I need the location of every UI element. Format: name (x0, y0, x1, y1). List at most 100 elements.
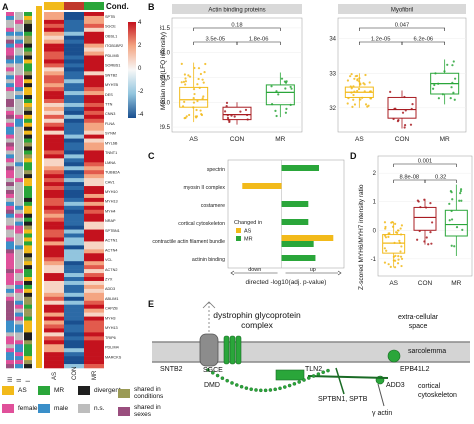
y-tick: 1 (373, 200, 377, 206)
heatmap-cell (44, 340, 64, 345)
side-strip-cell (6, 79, 14, 84)
heatmap-cell (64, 186, 84, 191)
heatmap-cell (84, 71, 104, 76)
column-header-2 (84, 2, 104, 10)
plot-area (227, 159, 345, 269)
data-point (201, 78, 204, 81)
data-point (418, 229, 421, 233)
panel-a-legend-title: Cond. (106, 2, 129, 11)
data-point (416, 199, 419, 202)
side-strip-cell (15, 253, 23, 258)
heatmap-cell (44, 182, 64, 187)
x-tick: CON (230, 136, 245, 143)
side-strip-cell (24, 352, 32, 357)
heatmap-cell (64, 130, 84, 135)
data-point (450, 209, 453, 213)
bracket (393, 163, 457, 167)
column-label: AS (52, 372, 58, 380)
side-strip-cell (6, 241, 14, 246)
y-tick: 30.5 (160, 75, 171, 81)
heatmap-cell (84, 312, 104, 317)
side-strip-cell (15, 31, 23, 37)
heatmap-cell (44, 91, 64, 96)
side-strip-cell (24, 193, 32, 199)
heatmap-cell (44, 273, 64, 278)
data-point (226, 114, 229, 117)
legend-label: n.s. (94, 405, 105, 412)
heatmap-cell (84, 154, 104, 159)
side-strip-cell (15, 55, 23, 60)
heatmap-cell (44, 106, 64, 112)
side-strip-cell (15, 269, 23, 274)
gene-label: SPTBN1 (105, 229, 120, 233)
x-tick: CON (418, 280, 433, 287)
side-strip-cell (15, 201, 23, 207)
heatmap-cell (84, 253, 104, 258)
heatmap-cell (44, 186, 64, 191)
heatmap-cell (84, 35, 104, 40)
legend-title: Changed in (234, 220, 262, 226)
side-label: II (17, 378, 23, 382)
heatmap-cell (64, 146, 84, 151)
side-strip-cell (15, 261, 23, 266)
heatmap-cell (84, 348, 104, 353)
bar-mr (281, 219, 309, 225)
spectrin-link (335, 367, 345, 395)
data-point (198, 86, 201, 89)
side-strip-cell (6, 364, 14, 369)
data-point (461, 228, 464, 231)
data-point (364, 103, 368, 106)
side-strip-cell (15, 233, 23, 238)
data-point (230, 114, 233, 117)
heatmap-cell (64, 304, 84, 309)
x-tick: AS (355, 136, 364, 143)
heatmap-cell (84, 288, 104, 294)
side-strip-cell (24, 280, 32, 286)
data-point (346, 79, 350, 82)
data-point (368, 81, 371, 84)
dmd-bead (306, 376, 311, 380)
data-point (203, 71, 206, 74)
side-strip-cell (24, 51, 32, 56)
data-point (349, 85, 352, 88)
heatmap-cell (44, 59, 64, 64)
heatmap-cell (84, 186, 104, 191)
data-point (411, 102, 414, 106)
side-strip-cell (15, 221, 23, 226)
heatmap-cell (44, 261, 64, 266)
heatmap-cell (44, 75, 64, 80)
side-strip-cell (15, 134, 23, 139)
panel-e-diagram (152, 301, 470, 407)
heatmap-cell (64, 273, 84, 278)
side-strip-cell (15, 186, 23, 191)
heatmap-cell (64, 102, 84, 108)
side-strip-cell (15, 324, 23, 329)
side-strip-cell (6, 304, 14, 309)
heatmap-cell (64, 324, 84, 329)
side-strip-cell (15, 99, 23, 104)
side-strip-cell (15, 308, 23, 313)
heatmap-cell (44, 356, 64, 361)
data-point (363, 90, 366, 93)
side-strip-cell (6, 39, 14, 44)
heatmap-cell (64, 110, 84, 116)
side-strip-cell (15, 344, 23, 349)
dmd-bead (263, 388, 268, 393)
side-strip-cell (6, 316, 14, 321)
data-point (423, 198, 426, 201)
heatmap-cell (44, 134, 64, 139)
gene-label: SORBS1 (105, 64, 120, 68)
data-point (289, 85, 292, 89)
y-tick: 33 (329, 71, 336, 77)
heatmap-cell (44, 257, 64, 262)
heatmap-cell (84, 15, 104, 21)
side-strip-cell (24, 142, 32, 147)
heatmap-cell (84, 114, 104, 120)
x-tick: MR (275, 136, 285, 143)
heatmap-cell (64, 170, 84, 175)
cortical-label: cortical cytoskeleton (418, 383, 457, 399)
heatmap-cell (44, 364, 64, 369)
data-point (188, 75, 192, 78)
heatmap-cell (44, 154, 64, 159)
heatmap-cell (84, 83, 104, 88)
